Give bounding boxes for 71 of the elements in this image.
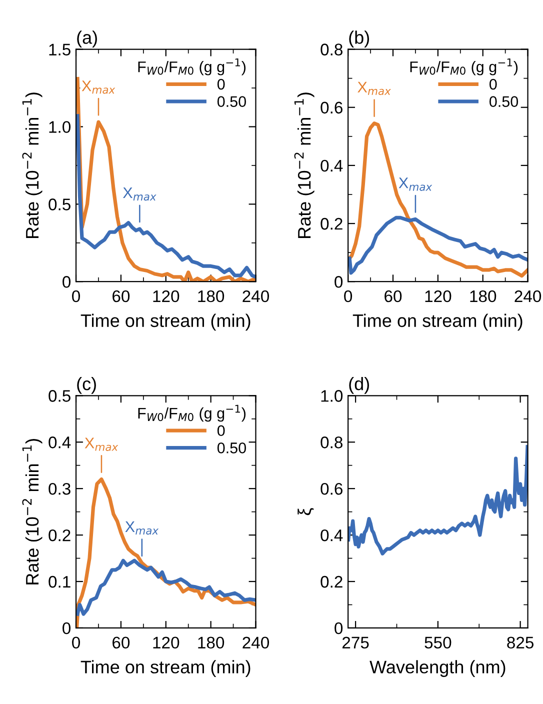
x-tick-label: 180	[470, 290, 496, 302]
y-tick-label: 1.0	[321, 390, 343, 402]
x-tick-label: 120	[153, 636, 180, 649]
y-tick-label: 1.0	[49, 121, 71, 133]
y-tick-label: 0	[62, 276, 71, 288]
annotation: X$_{max}$	[84, 438, 118, 451]
y-axis-title: Rate (10$^{−2}$ min$^{−1}$)	[22, 438, 42, 584]
line-series	[76, 558, 256, 616]
y-tick-label: 0	[62, 622, 71, 634]
annotation: X$_{max}$	[125, 521, 159, 535]
chart-title: (c)	[77, 377, 96, 394]
y-tick-label: 0.4	[320, 529, 343, 542]
legend-title: F$_{W0}$/F$_{M0}$ (g g$^{−1}$)	[138, 404, 246, 422]
chart-title: (a)	[77, 30, 97, 48]
annotation: X$_{max}$	[122, 187, 156, 201]
chart-title: (b)	[349, 30, 370, 48]
x-tick-label: 60	[112, 636, 130, 649]
y-axis-title: Rate (10$^{−2}$ min$^{−1}$)	[22, 92, 42, 238]
x-tick-label: 60	[112, 290, 130, 302]
y-tick-label: 0.8	[320, 44, 342, 56]
annotation: X$_{max}$	[398, 178, 432, 191]
x-axis-title: Time on stream (min)	[80, 314, 250, 331]
legend-label: 0	[217, 78, 225, 90]
y-tick-label: 0.2	[320, 576, 342, 588]
y-axis-title: ξ	[298, 508, 314, 516]
line-series	[348, 122, 528, 278]
x-axis-title: Time on stream (min)	[352, 314, 522, 331]
y-tick-label: 0.8	[320, 436, 342, 448]
legend-title: F$_{W0}$/F$_{M0}$ (g g$^{−1}$)	[138, 58, 246, 76]
x-tick-label: 0	[72, 290, 80, 302]
x-tick-label: 550	[424, 636, 452, 649]
legend-label: 0	[217, 425, 225, 436]
x-tick-label: 60	[384, 290, 402, 302]
x-tick-label: 0	[72, 636, 80, 649]
x-tick-label: 180	[198, 290, 224, 302]
y-tick-label: 0.4	[48, 436, 71, 448]
x-tick-label: 0	[344, 290, 352, 302]
x-tick-label: 180	[198, 636, 224, 649]
y-tick-label: 1.5	[49, 44, 70, 56]
x-axis-title: Time on stream (min)	[80, 660, 250, 677]
chart-title: (d)	[349, 377, 370, 394]
legend-label: 0.50	[217, 96, 246, 107]
x-tick-label: 240	[242, 636, 270, 649]
annotation: X$_{max}$	[358, 82, 391, 96]
x-axis-title: Wavelength (nm)	[370, 660, 506, 677]
legend-label: 0.50	[489, 96, 518, 107]
y-tick-label: 0.3	[48, 482, 70, 495]
x-tick-label: 275	[342, 636, 369, 649]
x-tick-label: 240	[514, 290, 542, 302]
y-tick-label: 0.5	[48, 390, 70, 402]
y-tick-label: 0.6	[320, 102, 342, 114]
y-tick-label: 0.4	[320, 160, 343, 172]
legend-label: 0	[489, 78, 497, 90]
y-tick-label: 0.6	[320, 482, 342, 495]
annotation: X$_{max}$	[82, 80, 116, 94]
line-series	[348, 444, 528, 556]
line-series	[348, 216, 528, 275]
y-tick-label: 0.5	[48, 198, 70, 210]
y-tick-label: 0.2	[48, 529, 70, 542]
y-tick-label: 0.2	[320, 218, 342, 230]
y-tick-label: 0	[334, 622, 343, 634]
x-tick-label: 240	[242, 290, 270, 302]
legend-label: 0.50	[217, 442, 246, 454]
x-tick-label: 825	[507, 636, 534, 649]
x-tick-label: 120	[153, 290, 180, 302]
x-tick-label: 120	[425, 290, 452, 302]
y-tick-label: 0.1	[48, 576, 70, 588]
legend-title: F$_{W0}$/F$_{M0}$ (g g$^{−1}$)	[410, 58, 518, 76]
y-tick-label: 0	[334, 276, 343, 288]
line-series	[76, 114, 256, 279]
y-axis-title: Rate (10$^{−2}$ min$^{−1}$)	[294, 92, 314, 238]
